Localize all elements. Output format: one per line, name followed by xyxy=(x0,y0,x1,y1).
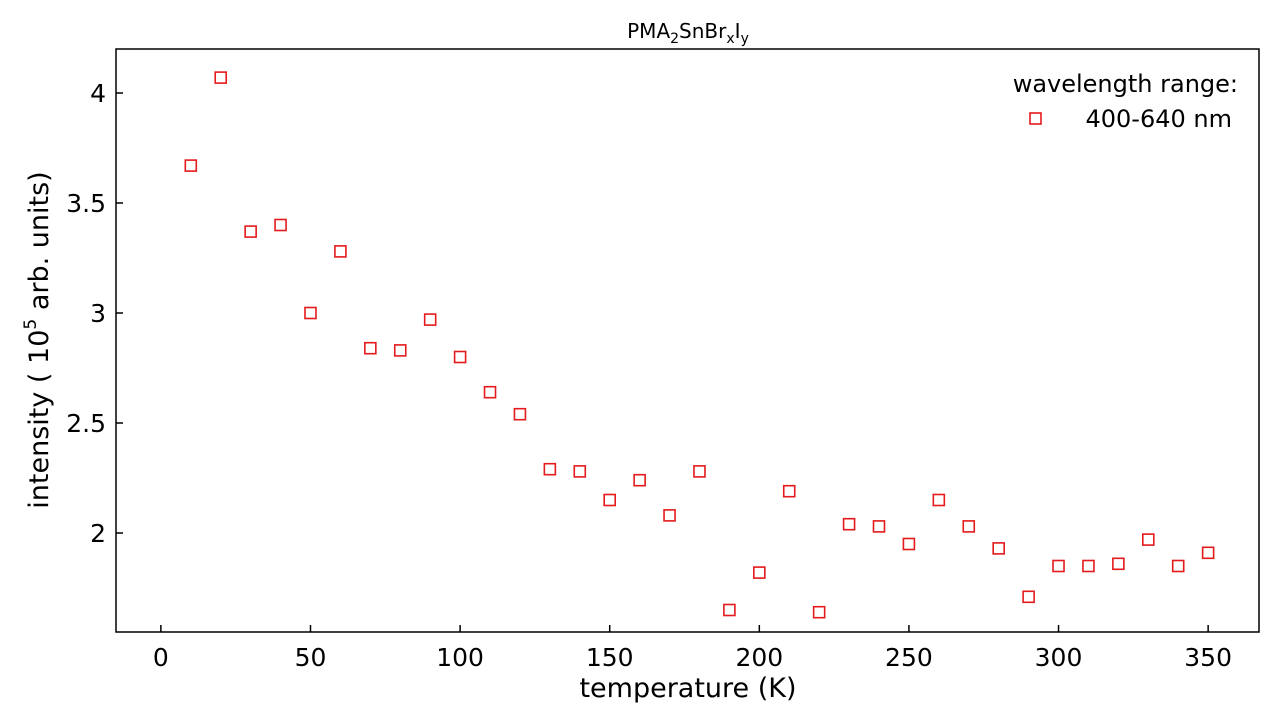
x-tick-label-7: 350 xyxy=(1184,643,1232,672)
y-axis-label-sup: 5 xyxy=(21,319,41,330)
data-point-0-20 xyxy=(782,484,796,498)
x-tick-label-3: 150 xyxy=(586,643,634,672)
data-point-0-22 xyxy=(842,517,856,531)
data-point-0-34 xyxy=(1201,546,1215,560)
data-point-0-15 xyxy=(633,473,646,487)
data-point-0-13 xyxy=(573,465,587,478)
data-markers xyxy=(184,71,1215,619)
data-point-0-28 xyxy=(1022,590,1035,604)
data-point-0-12 xyxy=(543,462,557,476)
data-point-0-3 xyxy=(274,218,287,232)
data-point-0-1 xyxy=(214,71,228,84)
chart-title-sub-1: 2 xyxy=(670,31,679,47)
chart-title: PMA2SnBrxIy xyxy=(627,19,749,47)
legend: wavelength range: 400-640 nm xyxy=(1013,70,1238,133)
data-point-0-0 xyxy=(184,159,198,172)
y-tick-label-0: 2 xyxy=(90,519,106,548)
plot-frame xyxy=(115,48,1260,633)
x-tick-label-2: 100 xyxy=(436,643,484,672)
data-point-0-23 xyxy=(872,520,886,533)
data-point-0-33 xyxy=(1171,559,1185,573)
legend-title: wavelength range: xyxy=(1013,70,1238,98)
data-point-0-29 xyxy=(1052,559,1065,573)
data-point-0-5 xyxy=(334,245,347,258)
chart-title-sub-2: x xyxy=(726,31,734,47)
legend-marker xyxy=(1029,112,1042,125)
x-tick-label-0: 0 xyxy=(153,643,169,672)
y-tick-label-3: 3.5 xyxy=(66,189,106,218)
data-point-0-27 xyxy=(992,542,1005,555)
data-point-0-24 xyxy=(902,537,916,551)
chart-title-sub-3: y xyxy=(741,31,749,47)
y-axis-tick-labels: 2 2.5 3 3.5 4 xyxy=(66,79,106,548)
y-axis-label-pre: intensity ( 10 xyxy=(24,330,55,509)
data-point-0-10 xyxy=(483,385,497,399)
data-point-0-18 xyxy=(723,603,736,617)
legend-entry-label: 400-640 nm xyxy=(1086,105,1233,133)
data-point-0-14 xyxy=(603,493,617,507)
x-tick-label-4: 200 xyxy=(735,643,783,672)
x-axis-label: temperature (K) xyxy=(579,673,796,704)
x-axis-tick-labels: 0 50 100 150 200 250 300 350 xyxy=(153,643,1232,672)
y-axis-label-post: arb. units) xyxy=(24,171,55,318)
chart-title-mid-1: SnBr xyxy=(679,19,727,43)
data-point-0-19 xyxy=(753,566,766,579)
y-tick-label-4: 4 xyxy=(90,79,106,108)
plot-area xyxy=(115,48,1260,633)
x-tick-label-1: 50 xyxy=(295,643,327,672)
chart-title-base: PMA xyxy=(627,19,670,43)
data-point-0-11 xyxy=(513,407,527,421)
data-point-0-32 xyxy=(1141,533,1155,546)
y-tick-label-1: 2.5 xyxy=(66,409,106,438)
x-tick-label-6: 300 xyxy=(1035,643,1083,672)
x-tick-label-5: 250 xyxy=(885,643,933,672)
data-point-0-6 xyxy=(364,341,377,355)
data-point-0-16 xyxy=(663,509,676,522)
axis-ticks xyxy=(116,92,1209,632)
data-point-0-4 xyxy=(304,306,317,320)
data-point-0-21 xyxy=(812,605,826,619)
y-axis-label: intensity ( 105 arb. units) xyxy=(21,171,55,508)
data-point-0-9 xyxy=(453,350,467,364)
data-point-0-8 xyxy=(423,313,437,326)
data-point-0-2 xyxy=(244,225,257,238)
data-point-0-17 xyxy=(693,465,706,478)
data-point-0-7 xyxy=(393,344,407,357)
chart-title-mid-2: I xyxy=(735,19,741,43)
data-point-0-31 xyxy=(1112,557,1125,571)
y-tick-label-2: 3 xyxy=(90,299,106,328)
data-point-0-26 xyxy=(962,520,976,533)
data-point-0-25 xyxy=(932,493,946,507)
data-point-0-30 xyxy=(1082,559,1095,573)
